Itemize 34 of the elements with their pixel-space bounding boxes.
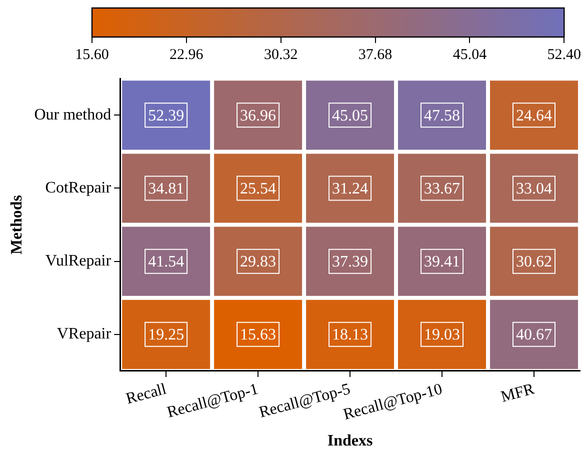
- data-label: 25.54: [240, 180, 276, 198]
- x-tick-label: Recall: [124, 380, 169, 408]
- color-bar-label: 22.96: [170, 46, 204, 63]
- y-tick-label: CotRepair: [45, 179, 112, 196]
- data-label: 45.05: [332, 107, 368, 124]
- y-tick-label: VRepair: [56, 326, 112, 343]
- color-bar-label: 30.32: [264, 46, 298, 63]
- data-label: 34.81: [148, 180, 184, 198]
- data-label: 47.58: [424, 107, 460, 124]
- data-label: 31.24: [332, 180, 368, 198]
- data-label: 36.96: [240, 107, 276, 124]
- data-label: 33.04: [516, 180, 552, 198]
- color-bar-label: 15.60: [75, 46, 109, 63]
- data-label: 40.67: [516, 326, 552, 344]
- y-tick-label: Our method: [34, 106, 112, 124]
- x-tick-label: MFR: [499, 380, 536, 406]
- data-label: 19.25: [148, 326, 184, 344]
- data-label: 18.13: [332, 326, 368, 344]
- y-tick-label: VulRepair: [45, 252, 112, 270]
- data-label: 41.54: [148, 254, 184, 271]
- data-label: 19.03: [424, 326, 460, 344]
- data-label: 15.63: [240, 326, 276, 344]
- data-label: 29.83: [240, 254, 276, 271]
- color-bar-label: 52.40: [547, 46, 581, 63]
- data-label: 39.41: [424, 254, 460, 271]
- data-label: 37.39: [332, 254, 368, 271]
- y-axis-title: Methods: [8, 195, 26, 255]
- color-bar-label: 37.68: [358, 46, 392, 63]
- data-label: 33.67: [424, 180, 460, 198]
- color-bar-label: 45.04: [452, 46, 488, 63]
- data-label: 30.62: [516, 254, 552, 271]
- data-label: 24.64: [516, 107, 552, 124]
- data-label: 52.39: [148, 107, 184, 124]
- x-axis-title: Indexs: [327, 432, 373, 450]
